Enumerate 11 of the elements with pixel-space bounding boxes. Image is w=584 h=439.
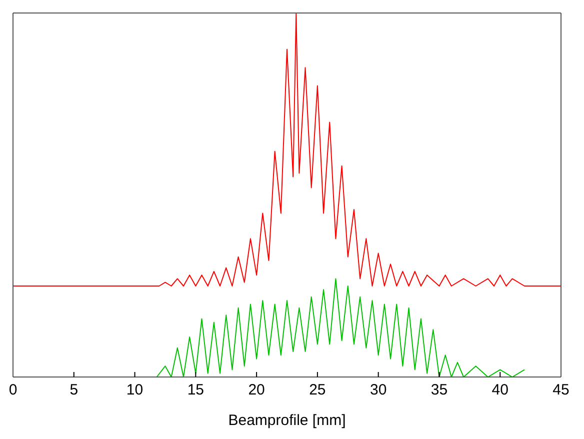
- x-tick-label: 35: [430, 382, 448, 399]
- x-tick-label: 5: [70, 382, 78, 399]
- x-tick-label: 30: [370, 382, 387, 399]
- x-tick-label: 40: [492, 382, 508, 399]
- x-tick-label: 10: [126, 382, 144, 399]
- x-tick-label: 15: [187, 382, 204, 399]
- x-tick-label: 45: [552, 382, 570, 399]
- x-axis-title: Beamprofile [mm]: [228, 412, 346, 429]
- x-tick-label: 20: [248, 382, 265, 399]
- x-tick-label: 25: [309, 382, 326, 399]
- x-tick-label: 0: [8, 382, 18, 399]
